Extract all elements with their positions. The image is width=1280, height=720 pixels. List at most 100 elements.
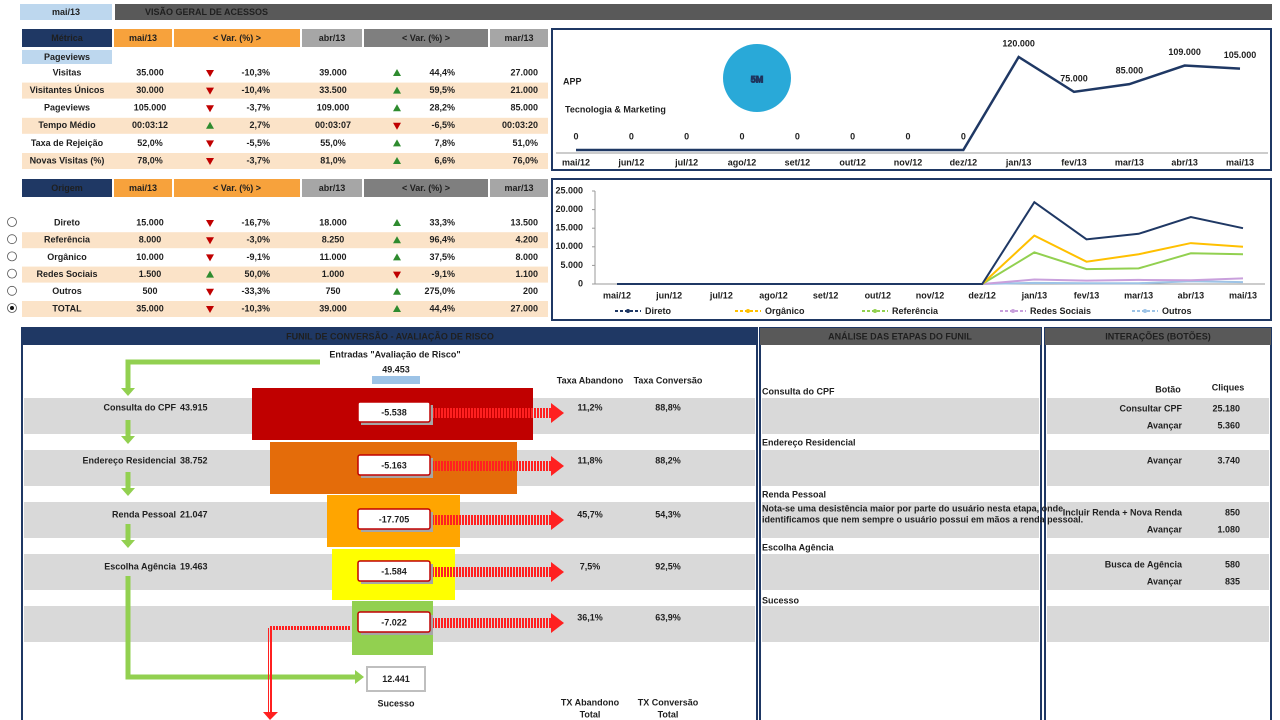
cell: 27.000 xyxy=(510,303,538,313)
cell: -9,1% xyxy=(246,252,270,262)
table-header: Origem xyxy=(51,183,83,193)
table-header-cell xyxy=(490,179,548,197)
x-tick-label: nov/12 xyxy=(916,290,945,300)
radio-button[interactable] xyxy=(7,268,17,279)
data-label: 85.000 xyxy=(1116,66,1144,76)
x-tick-label: jul/12 xyxy=(709,290,733,300)
click-count: 3.740 xyxy=(1217,455,1240,465)
table-header: Métrica xyxy=(51,33,84,43)
table-header: < Var. (%) > xyxy=(213,33,261,43)
y-tick-label: 10.000 xyxy=(555,241,583,251)
button-name: Incluir Renda + Nova Renda xyxy=(1063,507,1183,517)
button-name: Busca de Agência xyxy=(1105,559,1183,569)
arrow-head xyxy=(121,436,135,444)
section-title: ANÁLISE DAS ETAPAS DO FUNIL xyxy=(828,331,972,341)
data-label: 0 xyxy=(629,131,634,141)
x-tick-label: mar/13 xyxy=(1124,290,1153,300)
cell: 6,6% xyxy=(434,155,455,165)
loss-box xyxy=(357,508,431,530)
cell: -5,5% xyxy=(246,138,270,148)
table-header: mai/13 xyxy=(129,183,157,193)
cell: 44,4% xyxy=(429,67,455,77)
stage-value: 21.047 xyxy=(180,509,208,519)
row-label: Outros xyxy=(52,286,82,296)
data-label: 0 xyxy=(573,131,578,141)
table-header: abr/13 xyxy=(319,33,346,43)
cell: 18.000 xyxy=(319,217,347,227)
cell: 35.000 xyxy=(136,67,164,77)
stage-name: Renda Pessoal xyxy=(112,509,176,519)
x-tick-label: jul/12 xyxy=(674,157,698,167)
period: mai/13 xyxy=(52,7,80,17)
title-bar xyxy=(1045,328,1271,345)
radio-button[interactable] xyxy=(7,234,17,245)
conversion-rate: 54,3% xyxy=(655,509,681,519)
radio-button[interactable] xyxy=(7,285,17,296)
row-band xyxy=(762,554,1039,590)
trend-arrow xyxy=(206,105,214,113)
cell: -3,7% xyxy=(246,103,270,113)
cell: 8.000 xyxy=(139,235,162,245)
trend-arrow xyxy=(206,220,214,227)
trend-arrow xyxy=(393,86,401,94)
trend-arrow xyxy=(393,219,401,226)
click-count: 835 xyxy=(1225,576,1240,586)
x-tick-label: abr/13 xyxy=(1171,157,1198,167)
stage-value: 43.915 xyxy=(180,402,208,412)
row-band xyxy=(762,502,1039,538)
cell: -10,4% xyxy=(241,85,270,95)
trend-arrow xyxy=(206,288,214,296)
step-name: Sucesso xyxy=(762,595,800,605)
row-band xyxy=(1047,450,1269,486)
x-tick-label: jun/12 xyxy=(655,290,682,300)
row-label: Redes Sociais xyxy=(36,269,97,279)
row-band xyxy=(1047,502,1269,538)
x-tick-label: mai/12 xyxy=(562,157,590,167)
row-band xyxy=(22,266,548,283)
logo-circle xyxy=(723,44,791,112)
row-label: Referência xyxy=(44,235,91,245)
step-name: Endereço Residencial xyxy=(762,437,856,447)
cell: 10.000 xyxy=(136,252,164,262)
table-header: mai/13 xyxy=(129,33,157,43)
loss-box xyxy=(357,611,431,633)
cell: 27.000 xyxy=(510,67,538,77)
trend-arrow xyxy=(206,158,214,165)
arrow-head xyxy=(263,712,278,720)
chart-box xyxy=(551,28,1272,171)
cell: 81,0% xyxy=(320,155,346,165)
table-header: < Var. (%) > xyxy=(402,33,450,43)
step-name: Consulta do CPF xyxy=(762,386,835,396)
trend-arrow xyxy=(206,254,214,262)
title-bar xyxy=(22,328,757,345)
entry-label: Entradas "Avaliação de Risco" xyxy=(329,349,460,359)
flow-arrow xyxy=(125,576,355,680)
cell: 85.000 xyxy=(510,103,538,113)
y-tick-label: 5.000 xyxy=(560,260,583,270)
y-tick-label: 20.000 xyxy=(555,204,583,214)
legend-dot xyxy=(873,309,877,313)
row-label: Orgânico xyxy=(47,252,87,262)
arrow-head xyxy=(551,562,564,582)
line xyxy=(617,200,1244,285)
legend-dot xyxy=(626,309,630,313)
click-count: 850 xyxy=(1225,507,1240,517)
step-name: Escolha Agência xyxy=(762,542,835,552)
button-name: Avançar xyxy=(1147,455,1183,465)
table-header: < Var. (%) > xyxy=(402,183,450,193)
table-header-cell xyxy=(22,29,112,47)
row-band xyxy=(762,450,1039,486)
x-tick-label: ago/12 xyxy=(728,157,757,167)
column-header: Taxa Conversão xyxy=(634,375,703,385)
column-header: Botão xyxy=(1155,384,1181,394)
radio-button[interactable] xyxy=(7,251,17,262)
cell: 11.000 xyxy=(319,252,346,262)
table-header: abr/13 xyxy=(319,183,346,193)
cell: -9,1% xyxy=(431,269,455,279)
radio-button[interactable] xyxy=(7,217,17,227)
button-name: Avançar xyxy=(1147,576,1183,586)
column-header: Cliques xyxy=(1212,382,1245,392)
conversion-rate: 92,5% xyxy=(655,561,681,571)
trend-arrow xyxy=(206,306,214,313)
cell: 30.000 xyxy=(136,85,164,95)
